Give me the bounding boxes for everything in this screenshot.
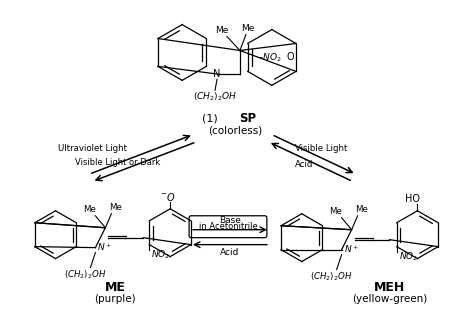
- Text: $(CH_2)_2OH$: $(CH_2)_2OH$: [193, 90, 237, 102]
- Text: (colorless): (colorless): [208, 125, 262, 135]
- Text: $^{-}O$: $^{-}O$: [160, 191, 176, 203]
- Text: $-NO_2$: $-NO_2$: [255, 51, 282, 64]
- Text: Me: Me: [241, 24, 255, 33]
- Text: Me: Me: [83, 205, 96, 214]
- Text: in Acetonitrile: in Acetonitrile: [198, 222, 257, 231]
- Text: Me: Me: [329, 207, 342, 216]
- Text: (purple): (purple): [95, 294, 136, 304]
- Text: (yellow-green): (yellow-green): [352, 294, 427, 304]
- Text: $NO_2$: $NO_2$: [399, 250, 418, 263]
- Text: Me: Me: [109, 203, 122, 212]
- Text: Acid: Acid: [295, 161, 313, 170]
- FancyBboxPatch shape: [189, 216, 267, 238]
- Text: Visible Light: Visible Light: [295, 143, 347, 152]
- Text: Me: Me: [355, 205, 368, 214]
- Text: Visible Light or Dark: Visible Light or Dark: [75, 159, 161, 168]
- Text: $(CH_2)_2OH$: $(CH_2)_2OH$: [64, 268, 107, 281]
- Text: (1): (1): [202, 113, 218, 123]
- Text: SP: SP: [239, 112, 256, 125]
- Text: Base: Base: [219, 216, 241, 225]
- Text: $NO_2$: $NO_2$: [151, 248, 171, 261]
- Text: N: N: [213, 69, 221, 79]
- Text: ME: ME: [105, 281, 126, 294]
- Text: MEH: MEH: [374, 281, 405, 294]
- Text: $N^+$: $N^+$: [97, 242, 113, 254]
- Text: Ultraviolet Light: Ultraviolet Light: [57, 143, 127, 152]
- Text: Acid: Acid: [220, 248, 240, 257]
- Text: $(CH_2)_2OH$: $(CH_2)_2OH$: [310, 270, 353, 283]
- Text: HO: HO: [405, 194, 420, 204]
- Text: O: O: [286, 52, 294, 62]
- Text: $N^+$: $N^+$: [343, 244, 359, 255]
- Text: Me: Me: [216, 26, 229, 35]
